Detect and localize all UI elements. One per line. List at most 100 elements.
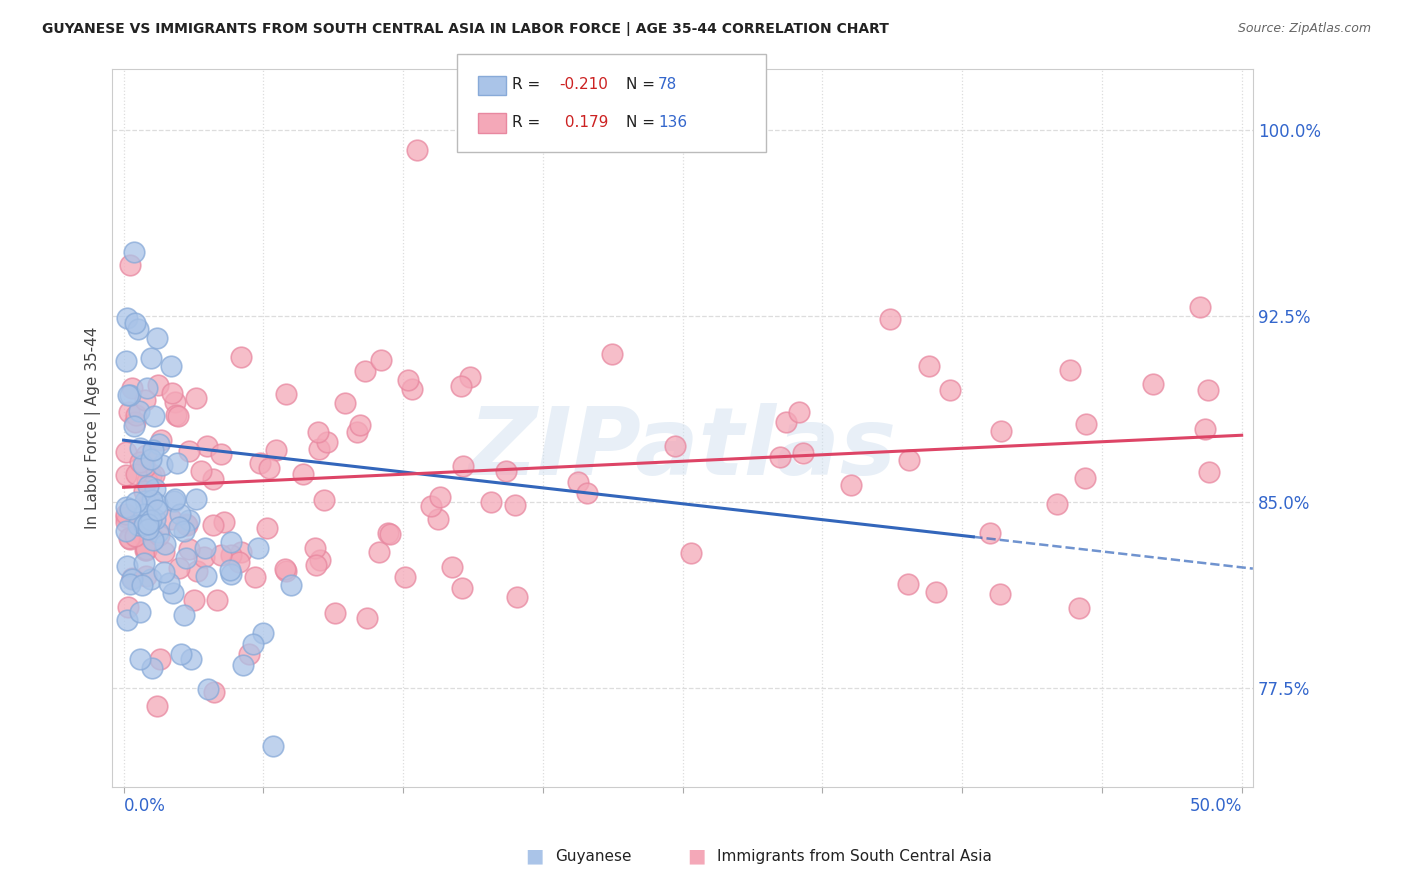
Point xyxy=(274,562,297,576)
Point xyxy=(143,467,166,482)
Point xyxy=(1198,465,1220,479)
Point xyxy=(925,585,948,599)
Point xyxy=(451,458,474,473)
Text: 78: 78 xyxy=(658,78,678,92)
Point xyxy=(142,533,165,548)
Point xyxy=(219,567,242,582)
Point xyxy=(121,381,143,395)
Point xyxy=(179,541,201,556)
Point xyxy=(276,564,298,578)
Point xyxy=(567,475,589,490)
Point xyxy=(114,500,136,514)
Point xyxy=(177,443,200,458)
Point xyxy=(117,388,139,402)
Point xyxy=(440,560,463,574)
Point xyxy=(1076,417,1098,431)
Point xyxy=(157,576,180,591)
Text: ■: ■ xyxy=(686,847,706,866)
Point xyxy=(132,528,155,542)
Point xyxy=(124,494,146,508)
Point xyxy=(346,425,368,439)
Point xyxy=(163,395,186,409)
Point xyxy=(249,456,271,470)
Point xyxy=(128,404,150,418)
Point xyxy=(231,350,253,364)
Point xyxy=(229,545,252,559)
Text: ■: ■ xyxy=(524,847,544,866)
Point xyxy=(160,386,183,401)
Point xyxy=(193,549,215,564)
Point xyxy=(167,520,190,534)
Point xyxy=(118,532,141,546)
Point xyxy=(242,636,264,650)
Text: 0.179: 0.179 xyxy=(560,115,607,129)
Point xyxy=(129,455,152,469)
Point xyxy=(114,524,136,538)
Point xyxy=(139,513,162,527)
Point xyxy=(135,448,157,462)
Text: N =: N = xyxy=(626,78,659,92)
Point xyxy=(252,626,274,640)
Point xyxy=(142,443,165,458)
Point xyxy=(118,531,141,545)
Point xyxy=(450,581,472,595)
Point xyxy=(209,548,232,562)
Point xyxy=(990,424,1012,438)
Point xyxy=(186,564,208,578)
Point xyxy=(122,244,145,259)
Point xyxy=(138,512,160,526)
Point xyxy=(228,555,250,569)
Point xyxy=(202,684,225,698)
Point xyxy=(115,468,138,483)
Point xyxy=(209,447,232,461)
Point xyxy=(1142,376,1164,391)
Point xyxy=(576,486,599,500)
Point xyxy=(194,569,217,583)
Point xyxy=(163,494,186,508)
Point xyxy=(368,545,391,559)
Point xyxy=(129,652,152,666)
Point xyxy=(427,512,450,526)
Point xyxy=(839,478,862,492)
Point xyxy=(349,417,371,432)
Point xyxy=(173,524,195,538)
Point xyxy=(180,652,202,666)
Point xyxy=(114,445,136,459)
Point xyxy=(1189,300,1212,314)
Point xyxy=(124,529,146,543)
Point xyxy=(166,456,188,470)
Point xyxy=(134,459,156,474)
Point xyxy=(146,503,169,517)
Point xyxy=(148,528,170,542)
Point xyxy=(115,510,138,524)
Point xyxy=(232,658,254,673)
Point xyxy=(259,461,281,475)
Point xyxy=(219,548,242,562)
Point xyxy=(132,556,155,570)
Point xyxy=(879,312,901,326)
Point xyxy=(124,415,146,429)
Point xyxy=(186,392,208,406)
Point xyxy=(135,569,157,583)
Point xyxy=(195,439,218,453)
Point xyxy=(136,381,159,395)
Point xyxy=(153,544,176,558)
Point xyxy=(246,541,269,556)
Point xyxy=(138,522,160,536)
Point xyxy=(141,492,163,507)
Point xyxy=(174,550,197,565)
Point xyxy=(897,576,920,591)
Point xyxy=(307,425,329,439)
Point xyxy=(505,590,527,604)
Text: ZIPatlas: ZIPatlas xyxy=(468,403,897,495)
Point xyxy=(163,491,186,506)
Point xyxy=(129,605,152,619)
Point xyxy=(917,359,939,374)
Point xyxy=(118,405,141,419)
Text: Immigrants from South Central Asia: Immigrants from South Central Asia xyxy=(717,849,993,863)
Point xyxy=(243,570,266,584)
Point xyxy=(124,419,146,434)
Text: Source: ZipAtlas.com: Source: ZipAtlas.com xyxy=(1237,22,1371,36)
Point xyxy=(419,499,441,513)
Point xyxy=(238,647,260,661)
